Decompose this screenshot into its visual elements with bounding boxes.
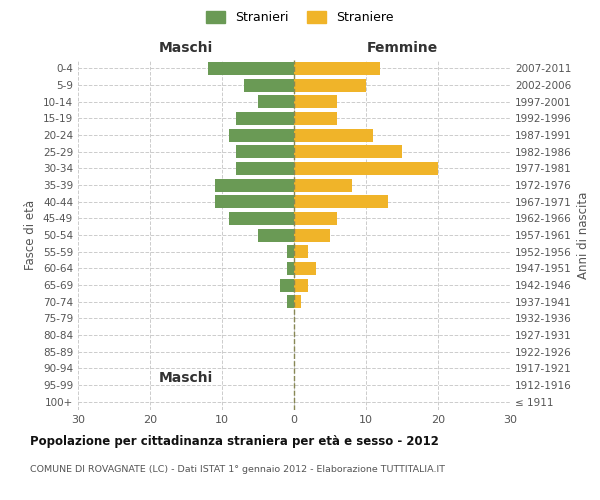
Bar — [294, 162, 438, 175]
Bar — [294, 195, 388, 208]
Bar — [258, 95, 294, 108]
Legend: Stranieri, Straniere: Stranieri, Straniere — [202, 6, 398, 29]
Bar — [287, 295, 294, 308]
Bar — [294, 262, 316, 275]
Bar — [215, 195, 294, 208]
Bar — [244, 78, 294, 92]
Bar — [294, 245, 308, 258]
Bar — [294, 112, 337, 125]
Y-axis label: Fasce di età: Fasce di età — [25, 200, 37, 270]
Bar — [208, 62, 294, 75]
Bar — [280, 278, 294, 291]
Bar — [236, 112, 294, 125]
Bar — [294, 278, 308, 291]
Bar — [294, 78, 366, 92]
Y-axis label: Anni di nascita: Anni di nascita — [577, 192, 590, 278]
Text: COMUNE DI ROVAGNATE (LC) - Dati ISTAT 1° gennaio 2012 - Elaborazione TUTTITALIA.: COMUNE DI ROVAGNATE (LC) - Dati ISTAT 1°… — [30, 465, 445, 474]
Bar — [215, 178, 294, 192]
Bar — [294, 212, 337, 225]
Bar — [294, 95, 337, 108]
Text: Maschi: Maschi — [159, 41, 213, 55]
Bar — [294, 178, 352, 192]
Bar — [258, 228, 294, 241]
Bar — [294, 62, 380, 75]
Bar — [236, 162, 294, 175]
Text: Maschi: Maschi — [159, 370, 213, 384]
Bar — [294, 228, 330, 241]
Text: Popolazione per cittadinanza straniera per età e sesso - 2012: Popolazione per cittadinanza straniera p… — [30, 435, 439, 448]
Bar — [287, 262, 294, 275]
Bar — [294, 145, 402, 158]
Bar — [229, 212, 294, 225]
Bar — [294, 295, 301, 308]
Bar — [294, 128, 373, 141]
Bar — [229, 128, 294, 141]
Bar — [287, 245, 294, 258]
Text: Femmine: Femmine — [367, 41, 437, 55]
Bar — [236, 145, 294, 158]
